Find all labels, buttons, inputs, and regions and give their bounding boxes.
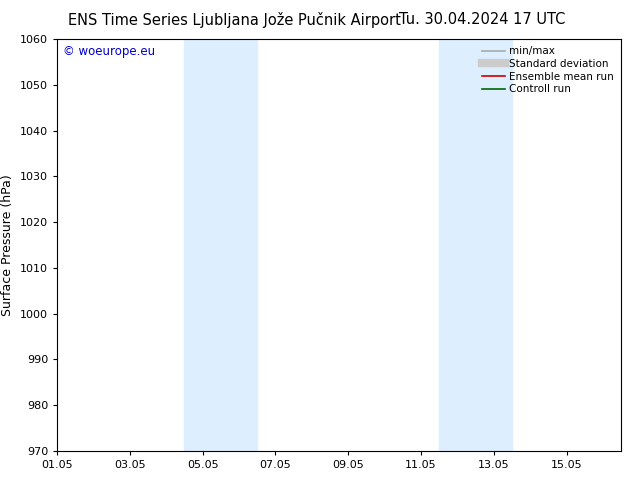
Bar (439, 39, 512, 451)
Text: Tu. 30.04.2024 17 UTC: Tu. 30.04.2024 17 UTC (399, 12, 565, 27)
Bar (184, 39, 257, 451)
Y-axis label: Surface Pressure (hPa): Surface Pressure (hPa) (1, 174, 15, 316)
Text: © woeurope.eu: © woeurope.eu (63, 46, 155, 58)
Text: ENS Time Series Ljubljana Jože Pučnik Airport: ENS Time Series Ljubljana Jože Pučnik Ai… (68, 12, 401, 28)
Legend: min/max, Standard deviation, Ensemble mean run, Controll run: min/max, Standard deviation, Ensemble me… (478, 42, 618, 98)
